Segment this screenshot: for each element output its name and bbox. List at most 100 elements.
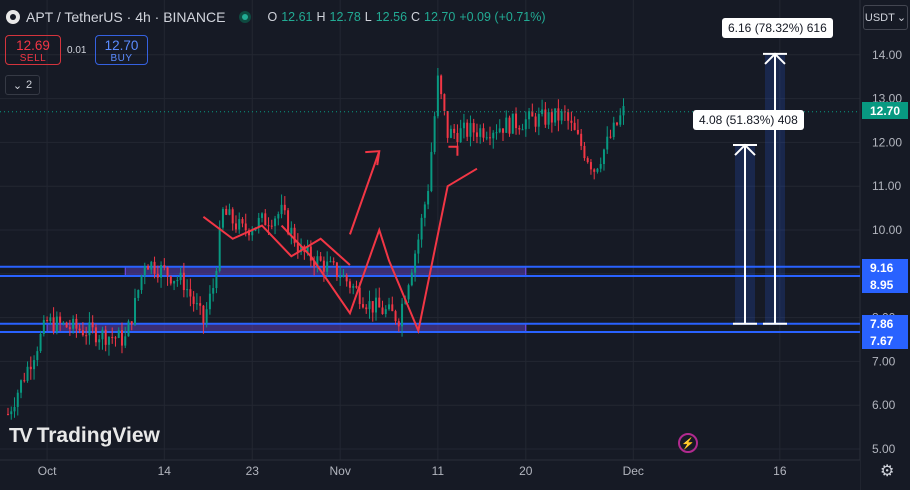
candle-body (446, 111, 449, 138)
candle-body (407, 285, 410, 300)
symbol-title[interactable]: APT / TetherUS · 4h · BINANCE (26, 9, 226, 25)
tradingview-logo[interactable]: TV TradingView (9, 424, 160, 448)
measure-short-head (734, 143, 756, 156)
candle-body (550, 112, 553, 123)
y-tick-label: 7.00 (872, 354, 896, 368)
candle-body (502, 128, 505, 133)
zone-box (124, 266, 527, 277)
candle-body (443, 94, 446, 112)
candle-body (94, 327, 97, 343)
market-open-icon (239, 11, 252, 23)
sell-button[interactable]: 12.69 SELL (5, 35, 61, 65)
candle-body (384, 309, 387, 315)
candle-body (329, 261, 332, 263)
buy-price: 12.70 (104, 38, 139, 53)
candle-body (134, 297, 137, 325)
sell-label: SELL (19, 53, 47, 64)
gear-icon[interactable]: ⚙ (880, 463, 895, 480)
candle-body (410, 272, 413, 286)
candle-body (153, 261, 156, 274)
candle-body (290, 227, 293, 234)
candle-body (596, 168, 599, 172)
x-tick-label: 20 (519, 464, 533, 478)
candle-body (417, 239, 420, 254)
candle-body (189, 289, 192, 297)
candle-body (195, 303, 198, 305)
low-key: L (364, 10, 372, 24)
y-tick-label: 12.00 (872, 135, 902, 149)
currency-selector[interactable]: USDT ⌄ (863, 5, 908, 30)
candle-body (309, 246, 312, 261)
candle-body (583, 145, 586, 159)
indicators-toggle-button[interactable]: ⌄ 2 (5, 75, 40, 95)
candle-body (42, 320, 45, 334)
candle-body (205, 309, 208, 324)
candle-body (228, 209, 231, 215)
candle-body (469, 123, 472, 137)
x-tick-label: 14 (158, 464, 172, 478)
time-axis (0, 460, 860, 490)
candle-body (557, 108, 560, 121)
candle-body (221, 208, 224, 228)
candle-body (612, 122, 615, 138)
lightning-icon[interactable]: ⚡ (678, 433, 698, 453)
candle-body (456, 132, 459, 143)
chevron-down-icon: ⌄ (896, 12, 907, 24)
pattern-arrowhead (365, 150, 381, 166)
candle-body (241, 219, 244, 224)
candle-body (322, 260, 325, 272)
measure-label-short[interactable]: 4.08 (51.83%) 408 (693, 110, 804, 130)
candle-body (335, 262, 338, 278)
measure-label-long[interactable]: 6.16 (78.32%) 616 (722, 18, 833, 38)
candle-body (515, 113, 518, 129)
candle-body (306, 246, 309, 253)
spread-value: 0.01 (67, 45, 87, 56)
candle-body (62, 322, 65, 324)
candle-body (59, 316, 62, 323)
candle-body (231, 209, 234, 224)
candle-body (16, 392, 19, 407)
candle-body (55, 316, 58, 332)
candle-body (560, 111, 563, 121)
candle-body (414, 253, 417, 273)
buy-button[interactable]: 12.70 BUY (95, 35, 148, 65)
candle-body (462, 122, 465, 129)
candle-body (609, 136, 612, 138)
candle-body (518, 128, 521, 130)
candle-body (166, 267, 169, 277)
candle-body (251, 230, 254, 236)
candle-body (20, 380, 23, 393)
candle-body (498, 128, 501, 133)
candle-body (287, 210, 290, 234)
candle-body (7, 413, 9, 415)
x-tick-label: 11 (432, 464, 445, 478)
candle-body (202, 305, 205, 324)
candle-body (267, 225, 270, 227)
candle-body (606, 136, 609, 150)
indicators-count: 2 (26, 79, 33, 91)
candle-body (39, 333, 42, 352)
candle-body (534, 116, 537, 127)
last-price-tag: 12.70 (862, 102, 908, 119)
candle-body (368, 301, 371, 310)
x-tick-label: 23 (246, 464, 260, 478)
candle-body (436, 75, 439, 117)
pattern-arrowhead-small (448, 145, 459, 156)
price-axis (860, 0, 910, 490)
candle-body (277, 214, 280, 219)
candle-body (143, 265, 146, 276)
candle-body (342, 274, 345, 277)
sell-price: 12.69 (16, 38, 50, 53)
candle-body (524, 119, 527, 130)
candle-body (479, 128, 482, 137)
candle-body (378, 297, 381, 308)
candle-body (52, 317, 55, 332)
candle-body (488, 137, 491, 139)
candle-body (101, 329, 104, 340)
candle-body (169, 276, 172, 284)
candle-body (394, 311, 397, 322)
candle-body (225, 208, 228, 215)
open-value: 12.61 (281, 10, 313, 24)
candle-body (355, 286, 358, 288)
